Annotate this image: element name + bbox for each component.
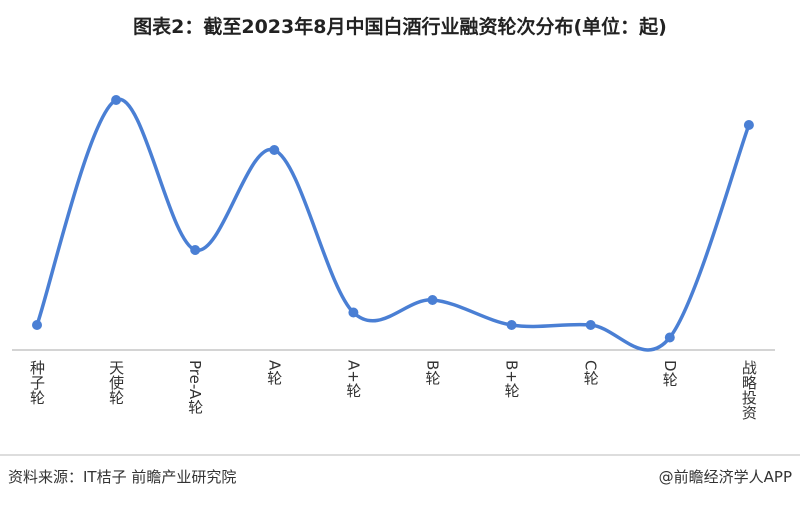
data-point <box>664 332 675 343</box>
data-line <box>35 97 751 352</box>
chart-title: 图表2：截至2023年8月中国白酒行业融资轮次分布(单位：起) <box>133 16 667 38</box>
x-tick-label: B+轮 <box>502 360 521 398</box>
x-tick-label: B轮 <box>423 360 442 386</box>
x-tick-label: 天使轮 <box>107 360 126 405</box>
x-tick-label: A+轮 <box>344 360 363 398</box>
data-point <box>32 320 42 330</box>
data-point <box>427 295 438 305</box>
x-tick-label: C轮 <box>581 360 600 386</box>
data-point <box>348 307 359 318</box>
source-note: 资料来源：IT桔子 前瞻产业研究院 <box>8 468 237 486</box>
data-point <box>506 320 517 330</box>
data-point <box>269 145 280 155</box>
x-tick-label: Pre-A轮 <box>186 360 205 415</box>
x-tick-label: A轮 <box>265 360 284 386</box>
x-tick-label: 种子轮 <box>28 360 46 405</box>
data-point <box>190 245 201 255</box>
credit: @前瞻经济学人APP <box>658 468 792 486</box>
data-point <box>743 120 754 130</box>
x-tick-label: 战略投资 <box>739 360 758 420</box>
x-tick-label: D轮 <box>660 360 679 387</box>
data-point <box>111 95 122 105</box>
data-point <box>585 320 596 330</box>
